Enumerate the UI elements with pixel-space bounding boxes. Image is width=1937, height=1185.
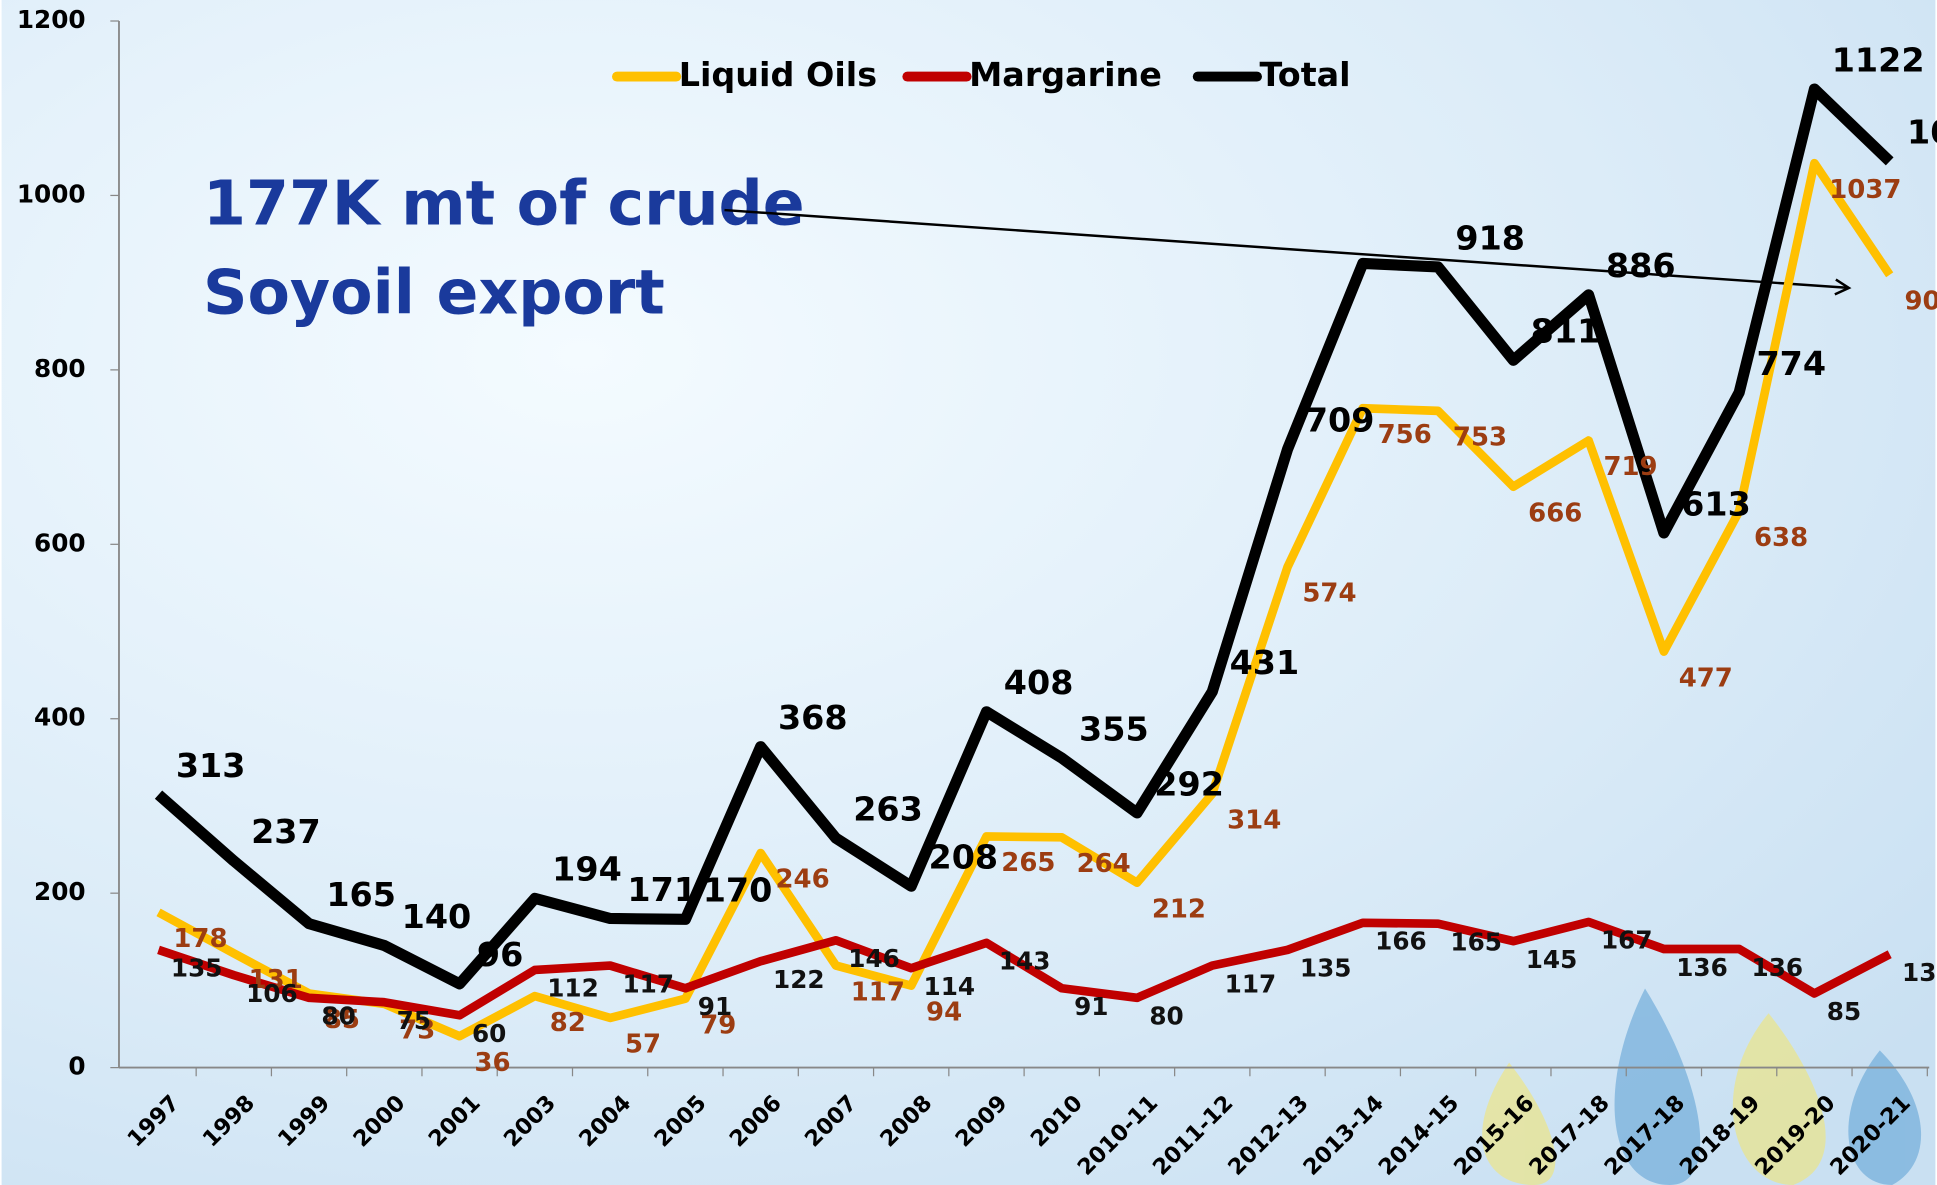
data-label: 368 (778, 698, 848, 737)
data-label: 136 (1676, 953, 1728, 982)
line (156, 158, 1894, 1041)
data-label: 709 (1305, 401, 1375, 440)
data-label: 117 (1225, 969, 1277, 998)
y-tick-label: 1200 (17, 5, 86, 34)
data-label: 265 (1001, 848, 1055, 878)
data-label: 122 (773, 965, 825, 994)
data-label: 314 (1227, 805, 1281, 835)
data-label: 114 (924, 972, 976, 1001)
data-label: 96 (477, 935, 523, 974)
data-label: 753 (1453, 423, 1507, 453)
data-label: 918 (1455, 218, 1525, 257)
data-label: 57 (625, 1030, 661, 1060)
data-label: 165 (1450, 927, 1502, 956)
line (157, 917, 1892, 1020)
annotation: 177K mt of crude (203, 168, 805, 240)
data-label: 246 (775, 865, 829, 895)
data-label: 264 (1077, 849, 1131, 879)
data-label: 909 (1905, 286, 1937, 316)
y-tick-label: 800 (34, 354, 86, 383)
data-label: 477 (1679, 663, 1733, 693)
data-label: 1122 (1832, 40, 1925, 79)
annotation-arrow (724, 208, 1848, 288)
data-label: 130 (1902, 958, 1937, 987)
data-label: 613 (1681, 484, 1751, 523)
data-label: 36 (474, 1048, 510, 1078)
data-label: 85 (1827, 997, 1861, 1026)
data-label: 431 (1230, 643, 1300, 682)
data-label: 1039 (1907, 113, 1937, 152)
data-label: 212 (1152, 894, 1206, 924)
y-tick-label: 400 (34, 703, 86, 732)
data-label: 135 (1300, 954, 1352, 983)
data-label: 166 (1375, 927, 1427, 956)
data-label: 73 (399, 1016, 435, 1046)
decoration (1482, 988, 1922, 1185)
data-label: 178 (173, 924, 227, 954)
data-label: 237 (251, 812, 321, 851)
data-label: 292 (1154, 764, 1224, 803)
y-tick-label: 600 (34, 528, 86, 557)
data-label: 146 (848, 944, 900, 973)
data-label: 140 (402, 897, 472, 936)
data-label: 75 (397, 1006, 431, 1035)
data-label: 756 (1378, 420, 1432, 450)
data-label: 170 (703, 871, 773, 910)
data-label: 1037 (1829, 175, 1901, 205)
data-label: 167 (1601, 926, 1653, 955)
data-label: 82 (550, 1008, 586, 1038)
data-label: 145 (1526, 945, 1578, 974)
legend-label: Total (1259, 55, 1350, 94)
data-label: 91 (698, 992, 732, 1021)
y-tick-label: 0 (68, 1052, 85, 1081)
data-label: 666 (1528, 498, 1582, 528)
data-label: 117 (622, 969, 674, 998)
data-label: 79 (700, 1010, 736, 1040)
data-label: 106 (246, 979, 298, 1008)
data-label: 135 (171, 954, 223, 983)
data-label: 574 (1302, 579, 1356, 609)
data-label: 774 (1756, 344, 1826, 383)
data-label: 171 (627, 870, 697, 909)
data-label: 112 (547, 974, 599, 1003)
data-label: 131 (249, 965, 303, 995)
data-label: 638 (1754, 523, 1808, 553)
data-label: 355 (1079, 709, 1149, 748)
data-label: 80 (321, 1002, 355, 1031)
line (154, 83, 1894, 990)
data-label: 80 (1149, 1002, 1183, 1031)
data-label: 719 (1603, 452, 1657, 482)
data-label: 85 (324, 1005, 360, 1035)
annotation: Soyoil export (203, 257, 665, 329)
data-label: 313 (176, 746, 246, 785)
data-label: 117 (851, 977, 905, 1007)
data-label: 811 (1531, 312, 1601, 351)
data-label: 408 (1004, 663, 1074, 702)
data-label: 263 (853, 790, 923, 829)
y-tick-label: 200 (34, 877, 86, 906)
data-label: 143 (999, 947, 1051, 976)
legend-label: Margarine (969, 55, 1162, 94)
legend-label: Liquid Oils (679, 55, 877, 94)
data-label: 194 (552, 850, 622, 889)
data-label: 60 (472, 1019, 506, 1048)
data-label: 136 (1752, 953, 1804, 982)
data-label: 165 (326, 875, 396, 914)
data-label: 886 (1606, 246, 1676, 285)
y-tick-label: 1000 (17, 179, 86, 208)
data-label: 91 (1074, 992, 1108, 1021)
data-label: 208 (929, 838, 999, 877)
data-label: 94 (926, 997, 962, 1027)
